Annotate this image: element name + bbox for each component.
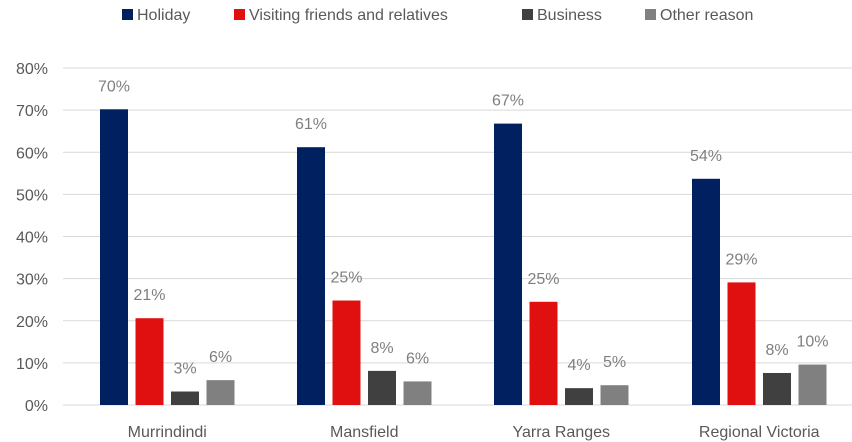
y-tick-label: 0% [25,398,48,415]
x-category-label: Regional Victoria [699,424,820,441]
bar-business-mansfield [368,370,396,405]
y-tick-label: 30% [16,272,48,289]
legend-swatch [522,9,533,20]
legend-swatch [122,9,133,20]
data-label: 6% [209,349,232,366]
data-label: 5% [603,354,626,371]
bar-holiday-regional-victoria [692,178,720,405]
bar-visiting-friends-and-relatives-regional-victoria [727,282,756,405]
data-label: 3% [173,361,196,378]
y-tick-label: 20% [16,314,48,331]
x-category-label: Mansfield [330,424,398,441]
bar-visiting-friends-and-relatives-yarra-ranges [529,301,558,405]
bar-other-reason-mansfield [403,381,432,405]
data-label: 8% [765,342,788,359]
data-label: 61% [295,116,327,133]
y-tick-label: 80% [16,61,48,78]
data-labels: 70% 21% 3% 6% 61% 25% 8% 6% 67% 25% 4% 5% 54% 29% 8% 10… [98,78,829,377]
data-label: 10% [796,334,828,351]
y-tick-label: 40% [16,230,48,247]
y-tick-label: 10% [16,356,48,373]
x-category-label: Murrindindi [128,424,207,441]
legend-label: Business [537,7,602,24]
bar-holiday-mansfield [297,147,325,405]
data-label: 25% [330,270,362,287]
legend-label: Holiday [137,7,190,24]
legend: Holiday Visiting friends and relatives Bus… [122,7,753,24]
legend-swatch [234,9,245,20]
data-label: 25% [527,271,559,288]
bar-other-reason-yarra-ranges [600,385,629,405]
x-axis: Murrindindi Mansfield Yarra Ranges Regional… [128,424,820,441]
y-tick-label: 70% [16,103,48,120]
bar-holiday-murrindindi [100,109,128,405]
data-label: 70% [98,78,130,95]
legend-swatch [645,9,656,20]
data-label: 8% [370,340,393,357]
bars [100,109,827,405]
bar-holiday-yarra-ranges [494,123,522,405]
bar-other-reason-murrindindi [206,380,235,405]
bar-business-yarra-ranges [565,388,593,405]
y-tick-label: 60% [16,145,48,162]
data-label: 67% [492,93,524,110]
gridlines [63,67,852,406]
bar-business-murrindindi [171,391,199,405]
legend-label: Visiting friends and relatives [249,7,448,24]
data-label: 6% [406,350,429,367]
data-label: 21% [133,287,165,304]
data-label: 4% [567,357,590,374]
legend-label: Other reason [660,7,753,24]
y-tick-label: 50% [16,187,48,204]
bar-other-reason-regional-victoria [798,364,827,405]
bar-visiting-friends-and-relatives-murrindindi [135,318,164,405]
y-axis: 0% 10% 20% 30% 40% 50% 60% 70% 80% [16,61,48,415]
bar-visiting-friends-and-relatives-mansfield [332,300,361,405]
data-label: 29% [725,251,757,268]
bar-business-regional-victoria [763,372,791,405]
x-category-label: Yarra Ranges [512,424,610,441]
data-label: 54% [690,148,722,165]
